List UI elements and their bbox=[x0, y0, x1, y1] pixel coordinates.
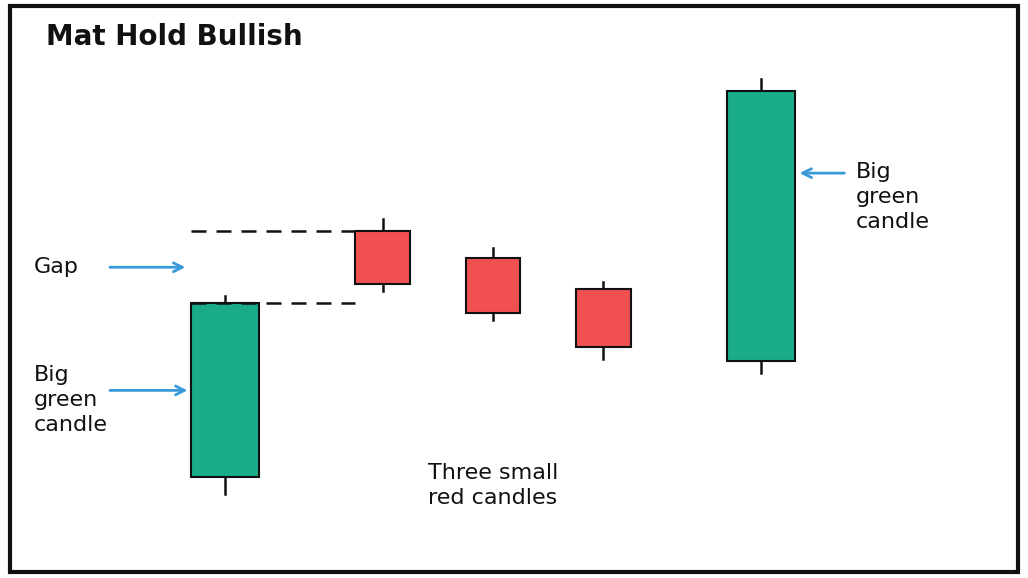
Text: Big
green
candle: Big green candle bbox=[855, 162, 929, 232]
Text: Three small
red candles: Three small red candles bbox=[428, 463, 558, 507]
Bar bbox=[576, 289, 631, 347]
Bar bbox=[356, 231, 410, 284]
Bar bbox=[727, 91, 796, 361]
Text: Gap: Gap bbox=[34, 257, 78, 277]
Text: Mat Hold Bullish: Mat Hold Bullish bbox=[46, 24, 303, 51]
Bar bbox=[191, 303, 259, 477]
Text: Big
green
candle: Big green candle bbox=[34, 365, 108, 435]
Bar bbox=[466, 258, 520, 313]
